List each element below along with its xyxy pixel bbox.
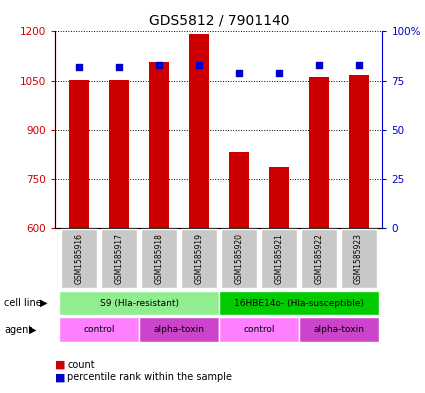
FancyBboxPatch shape [299,318,379,342]
Point [76,64,82,70]
FancyBboxPatch shape [181,229,217,288]
Point [196,62,202,68]
Bar [189,34,209,228]
Text: GSM1585918: GSM1585918 [155,233,164,284]
FancyBboxPatch shape [141,229,177,288]
FancyBboxPatch shape [340,229,377,288]
Text: GSM1585919: GSM1585919 [194,233,204,284]
Point [156,62,162,68]
Point [315,62,322,68]
Text: ▶: ▶ [29,325,37,335]
Point [116,64,122,70]
Text: ■: ■ [55,372,66,382]
Bar [348,75,368,228]
Text: GSM1585917: GSM1585917 [115,233,124,284]
Title: GDS5812 / 7901140: GDS5812 / 7901140 [149,13,289,28]
Point [235,70,242,76]
Point [355,62,362,68]
FancyBboxPatch shape [139,318,219,342]
Bar [149,62,169,228]
Text: control: control [83,325,115,334]
Text: alpha-toxin: alpha-toxin [313,325,364,334]
Text: 16HBE14o- (Hla-susceptible): 16HBE14o- (Hla-susceptible) [234,299,364,307]
Text: alpha-toxin: alpha-toxin [153,325,204,334]
FancyBboxPatch shape [300,229,337,288]
FancyBboxPatch shape [59,318,139,342]
Text: control: control [243,325,275,334]
Text: GSM1585916: GSM1585916 [75,233,84,284]
FancyBboxPatch shape [101,229,137,288]
FancyBboxPatch shape [221,229,257,288]
Bar [229,152,249,228]
Text: GSM1585920: GSM1585920 [234,233,244,284]
Text: ■: ■ [55,360,66,370]
Bar [109,80,129,228]
Text: GSM1585923: GSM1585923 [354,233,363,284]
FancyBboxPatch shape [219,291,379,315]
Text: agent: agent [4,325,32,335]
Text: GSM1585921: GSM1585921 [274,233,283,284]
FancyBboxPatch shape [219,318,299,342]
Point [275,70,282,76]
FancyBboxPatch shape [261,229,297,288]
Bar [269,167,289,228]
Text: percentile rank within the sample: percentile rank within the sample [67,372,232,382]
Text: S9 (Hla-resistant): S9 (Hla-resistant) [99,299,178,307]
Text: GSM1585922: GSM1585922 [314,233,323,284]
Text: ▶: ▶ [40,298,48,308]
Bar [69,80,89,228]
Bar [309,77,329,228]
Text: count: count [67,360,95,370]
FancyBboxPatch shape [61,229,97,288]
Text: cell line: cell line [4,298,42,308]
FancyBboxPatch shape [59,291,219,315]
